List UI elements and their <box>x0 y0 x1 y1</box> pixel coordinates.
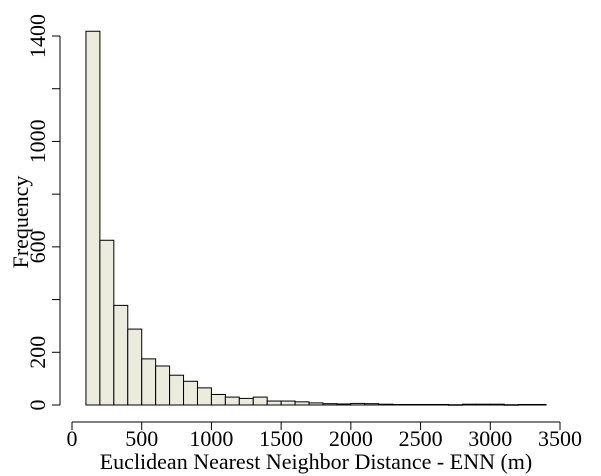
x-tick-label: 3000 <box>468 426 512 451</box>
histogram-bar <box>266 400 282 406</box>
x-tick-label: 2500 <box>399 426 443 451</box>
y-axis-title: Frequency <box>8 176 33 269</box>
histogram-bar <box>294 401 310 406</box>
x-axis-title: Euclidean Nearest Neighbor Distance - EN… <box>100 449 533 474</box>
histogram-bar <box>238 397 254 406</box>
x-tick-label: 3500 <box>538 426 582 451</box>
x-tick-label: 1500 <box>259 426 303 451</box>
histogram-bar <box>489 403 505 406</box>
histogram-bar <box>252 396 268 406</box>
histogram-bar <box>113 304 129 406</box>
histogram-bar <box>141 358 157 406</box>
histogram-bar <box>406 403 422 406</box>
histogram-bar <box>392 403 408 406</box>
histogram-bar <box>336 403 352 406</box>
histogram-bar <box>531 403 547 406</box>
x-axis: 0 500 1000 1500 2000 2500 3000 3500 <box>67 421 582 451</box>
histogram-bar <box>322 403 338 406</box>
histogram-bar <box>378 403 394 406</box>
y-tick-label: 0 <box>25 400 50 411</box>
histogram-bar <box>503 404 519 406</box>
histogram-bar <box>350 402 366 406</box>
histogram-bar <box>308 402 324 406</box>
histogram-bar <box>517 403 533 406</box>
histogram-bar <box>224 396 240 406</box>
histogram-bar <box>364 403 380 406</box>
histogram-bar <box>183 380 198 406</box>
histogram-bar <box>420 403 436 406</box>
histogram-bar <box>155 365 171 406</box>
histogram-bar <box>434 403 449 406</box>
histogram-bar <box>85 30 101 406</box>
histogram-bar <box>210 393 226 406</box>
x-tick-label: 2000 <box>329 426 373 451</box>
histogram-bar <box>475 403 491 406</box>
y-axis: 0 200 600 1000 1400 <box>25 14 61 411</box>
histogram-bar <box>280 400 296 406</box>
x-tick-label: 1000 <box>189 426 233 451</box>
histogram-bars <box>85 30 547 406</box>
x-tick-label: 0 <box>67 426 78 451</box>
histogram-bar <box>461 403 477 406</box>
histogram-bar <box>447 404 463 406</box>
histogram-bar <box>169 374 185 406</box>
y-tick-label: 600 <box>25 230 50 263</box>
histogram-bar <box>99 239 115 406</box>
y-tick-label: 1400 <box>25 14 50 58</box>
y-tick-label: 200 <box>25 336 50 369</box>
histogram-bar <box>127 328 143 406</box>
y-tick-label: 1000 <box>25 119 50 163</box>
x-tick-label: 500 <box>125 426 158 451</box>
histogram-bar <box>196 387 212 406</box>
